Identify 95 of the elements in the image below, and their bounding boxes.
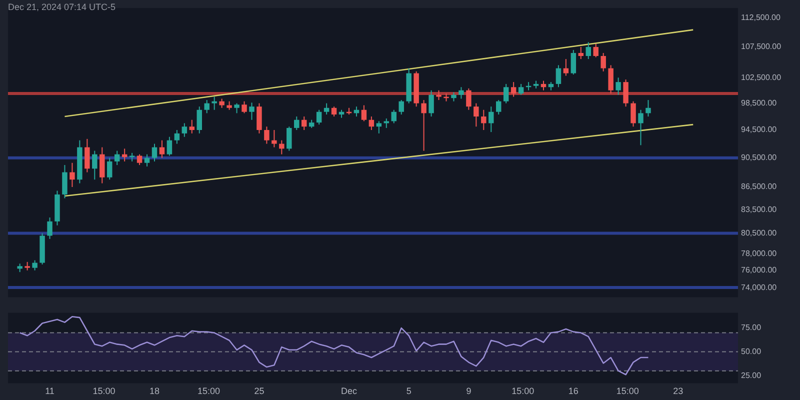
x-tick-label: 15:00 — [197, 386, 220, 396]
candlestick — [286, 126, 292, 152]
y-tick-label: 74,000.00 — [741, 282, 778, 292]
candlestick — [316, 109, 322, 126]
candlestick — [451, 92, 456, 102]
x-tick-label: 15:00 — [92, 386, 116, 396]
x-tick-label: 15:00 — [512, 386, 534, 396]
candlestick — [510, 82, 516, 98]
x-tick-label: 5 — [406, 386, 412, 396]
x-tick-label: 18 — [149, 386, 160, 396]
candlestick — [294, 116, 300, 130]
candlestick — [458, 86, 464, 100]
candlestick — [212, 96, 217, 110]
candlestick — [47, 216, 52, 240]
candlestick — [578, 46, 584, 60]
candlestick — [62, 164, 68, 199]
candlestick — [593, 43, 598, 58]
candlestick — [234, 102, 240, 114]
candlestick — [249, 102, 254, 120]
candlestick — [540, 80, 546, 91]
candlestick — [219, 98, 224, 108]
candlestick — [242, 100, 247, 114]
y-tick-label: 25.00 — [741, 370, 762, 380]
candlestick — [100, 146, 105, 184]
candlestick — [398, 100, 404, 116]
candlestick — [518, 83, 524, 96]
candlestick — [391, 109, 396, 124]
candlestick — [144, 154, 150, 167]
candlestick — [466, 88, 472, 110]
candlestick — [272, 130, 277, 148]
candlestick — [152, 143, 158, 162]
candlestick — [136, 154, 142, 166]
candlestick — [106, 157, 112, 180]
candlestick — [474, 102, 479, 128]
candlestick — [361, 104, 367, 122]
candlestick — [428, 90, 434, 118]
candlestick — [436, 90, 442, 101]
candlestick — [376, 120, 382, 134]
candlestick — [368, 116, 374, 130]
x-tick-label: 15:00 — [616, 386, 639, 396]
candlestick — [204, 100, 210, 114]
candlestick — [496, 100, 502, 116]
candlestick — [421, 100, 426, 152]
candlestick — [384, 118, 390, 128]
candlestick — [556, 64, 562, 88]
candlestick — [32, 260, 38, 271]
candlestick — [600, 52, 606, 72]
candlestick — [563, 58, 569, 76]
candlestick — [623, 79, 628, 108]
candlestick — [196, 106, 202, 134]
y-tick-label: 86,500.00 — [741, 182, 778, 192]
candlestick — [481, 109, 486, 130]
candlestick — [279, 140, 284, 155]
candlestick — [301, 116, 307, 130]
candlestick — [630, 100, 636, 128]
x-tick-label: 25 — [254, 386, 264, 396]
candlestick — [608, 64, 614, 94]
candlestick — [488, 106, 494, 133]
x-tick-label: 16 — [568, 386, 578, 396]
annotation: Dec 21, 2024 07:14 UTC-5 — [8, 2, 116, 12]
candlestick — [638, 109, 644, 146]
y-tick-label: 78,000.00 — [741, 248, 778, 258]
candlestick — [586, 42, 592, 60]
candlestick — [646, 100, 651, 118]
candlestick — [166, 136, 172, 156]
x-tick-label: 9 — [466, 386, 472, 396]
candlestick — [182, 122, 188, 138]
candlestick — [84, 138, 90, 173]
candlestick — [264, 126, 270, 144]
y-tick-label: 94,500.00 — [741, 125, 778, 134]
y-tick-label: 112,500.00 — [741, 12, 781, 22]
y-tick-label: 80,500.00 — [741, 228, 778, 238]
candlestick — [189, 119, 195, 134]
y-tick-label: 75.00 — [741, 323, 762, 332]
candlestick — [70, 162, 75, 188]
candlestick — [256, 102, 262, 134]
x-tick-label: 11 — [45, 386, 54, 396]
x-tick-label: Dec — [340, 386, 358, 396]
y-tick-label: 50.00 — [741, 347, 762, 356]
candlestick — [570, 49, 576, 76]
candlestick — [114, 150, 120, 166]
y-tick-label: 83,500.00 — [741, 204, 778, 214]
y-tick-label: 107,500.00 — [741, 42, 782, 52]
candlestick — [331, 106, 337, 118]
y-tick-label: 98,500.00 — [741, 98, 778, 108]
candlestick — [616, 77, 621, 96]
candlestick — [92, 150, 98, 180]
candlestick — [174, 130, 180, 144]
candlestick — [324, 102, 330, 116]
candlestick — [159, 140, 165, 158]
y-tick-label: 76,000.00 — [741, 266, 778, 275]
candlestick — [503, 83, 509, 104]
x-tick-label: 23 — [673, 386, 684, 396]
y-tick-label: 102,500.00 — [741, 72, 782, 82]
y-tick-label: 90,500.00 — [741, 153, 778, 162]
